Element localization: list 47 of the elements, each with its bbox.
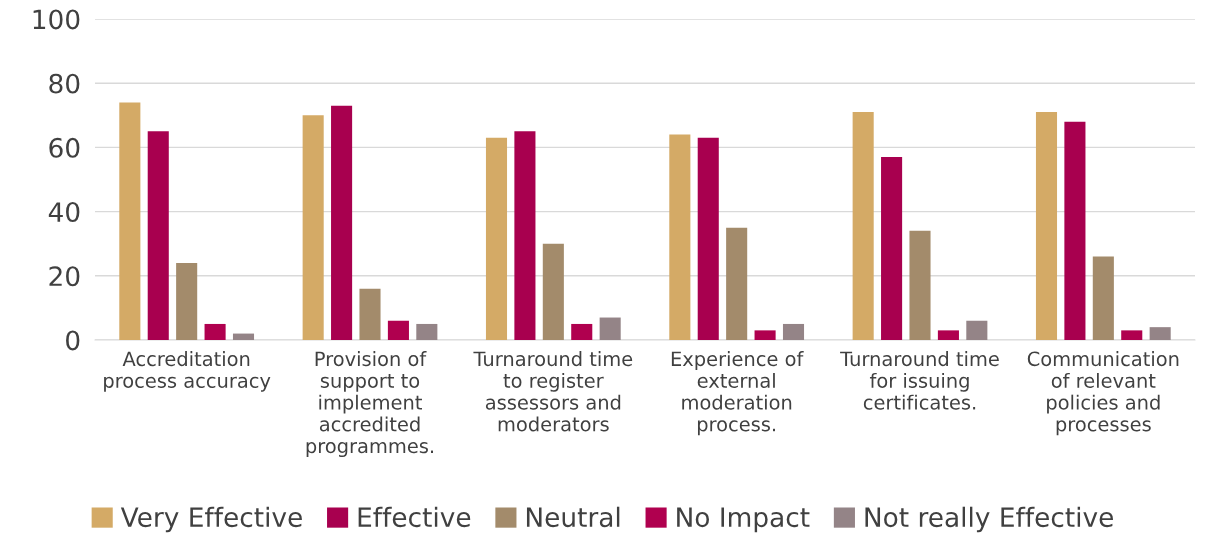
bar bbox=[754, 330, 776, 340]
legend-label: Effective bbox=[358, 506, 471, 528]
bar bbox=[881, 157, 903, 340]
bar bbox=[726, 227, 748, 340]
legend-label: Very Effective bbox=[120, 506, 302, 533]
bar bbox=[1092, 256, 1114, 340]
x-tick-label: Turnaround time to register assessors and moderators bbox=[473, 351, 633, 432]
legend-label: Not really Effective bbox=[865, 506, 1113, 533]
legend-label: Neutral bbox=[526, 506, 620, 528]
y-tick-label: 0 bbox=[66, 330, 80, 351]
bar bbox=[937, 330, 959, 340]
bar bbox=[416, 323, 438, 340]
bar bbox=[514, 131, 536, 340]
x-tick-label: Provision of support to implement accredited programmes. bbox=[306, 351, 433, 458]
y-tick-label: 20 bbox=[49, 266, 80, 287]
bar bbox=[119, 102, 141, 340]
legend-label: No Impact bbox=[677, 507, 810, 533]
bar bbox=[909, 230, 931, 340]
bar bbox=[147, 131, 169, 340]
bar bbox=[1064, 121, 1086, 340]
bar bbox=[387, 320, 409, 340]
bar bbox=[1149, 327, 1171, 340]
bar bbox=[302, 115, 324, 340]
bar bbox=[1121, 330, 1143, 340]
y-tick-label: 60 bbox=[49, 137, 80, 158]
x-tick-label: Turnaround time for issuing certificates. bbox=[840, 351, 999, 410]
bar bbox=[485, 137, 508, 340]
bar bbox=[571, 323, 593, 340]
y-tick-label: 40 bbox=[48, 202, 80, 222]
y-tick-label: 100 bbox=[33, 9, 80, 30]
x-tick-label: Communication of relevant policies and processes bbox=[1027, 351, 1179, 436]
bar bbox=[232, 333, 255, 340]
x-tick-label: Experience of external moderation process. bbox=[671, 351, 804, 436]
bar bbox=[359, 288, 381, 340]
y-tick-label: 80 bbox=[49, 73, 80, 94]
bar bbox=[782, 323, 805, 340]
bar bbox=[176, 262, 198, 340]
bar bbox=[966, 320, 988, 340]
bar bbox=[204, 323, 226, 340]
bar bbox=[1035, 112, 1058, 340]
bar bbox=[669, 134, 691, 340]
bar bbox=[852, 112, 874, 340]
bar bbox=[697, 137, 719, 340]
x-tick-label: Accreditation process accuracy bbox=[104, 351, 271, 392]
bar bbox=[331, 105, 353, 340]
bar bbox=[599, 317, 621, 340]
bar bbox=[542, 243, 564, 340]
